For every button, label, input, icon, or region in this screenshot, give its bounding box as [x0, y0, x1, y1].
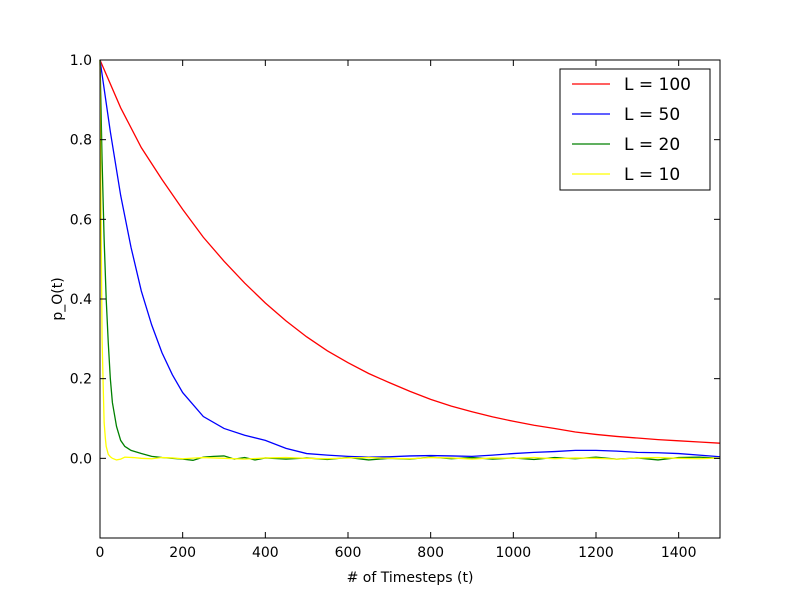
legend-label: L = 100 [624, 75, 691, 95]
x-tick-label: 200 [169, 545, 196, 561]
series-line-0 [99, 59, 721, 444]
x-tick-label: 0 [96, 545, 105, 561]
y-tick-label: 0.4 [70, 292, 92, 308]
y-tick-label: 0.2 [70, 372, 92, 388]
series-line-3 [99, 59, 721, 461]
legend: L = 100 L = 50 L = 20 L = 10 [559, 68, 711, 191]
x-tick-label: 1400 [661, 545, 697, 561]
y-tick-label: 0.8 [70, 133, 92, 149]
x-tick-label: 800 [417, 545, 444, 561]
y-tick-label: 0.0 [70, 451, 92, 467]
x-tick-label: 1200 [578, 545, 614, 561]
legend-label: L = 20 [624, 135, 680, 155]
ticks-layer: 0 200 400 600 800 1000 1200 1400 0.0 0.2 0.4 0.6 0.8… [70, 53, 720, 561]
y-tick-label: 1.0 [70, 53, 92, 69]
legend-label: L = 50 [624, 105, 680, 125]
series-layer [99, 59, 721, 461]
legend-box [559, 68, 711, 191]
x-axis-label: # of Timesteps (t) [347, 570, 474, 586]
x-tick-label: 600 [335, 545, 362, 561]
y-tick-label: 0.6 [70, 212, 92, 228]
x-tick-label: 400 [252, 545, 279, 561]
y-axis-label: p_O(t) [50, 277, 66, 320]
x-tick-label: 1000 [496, 545, 532, 561]
legend-label: L = 10 [624, 165, 680, 185]
